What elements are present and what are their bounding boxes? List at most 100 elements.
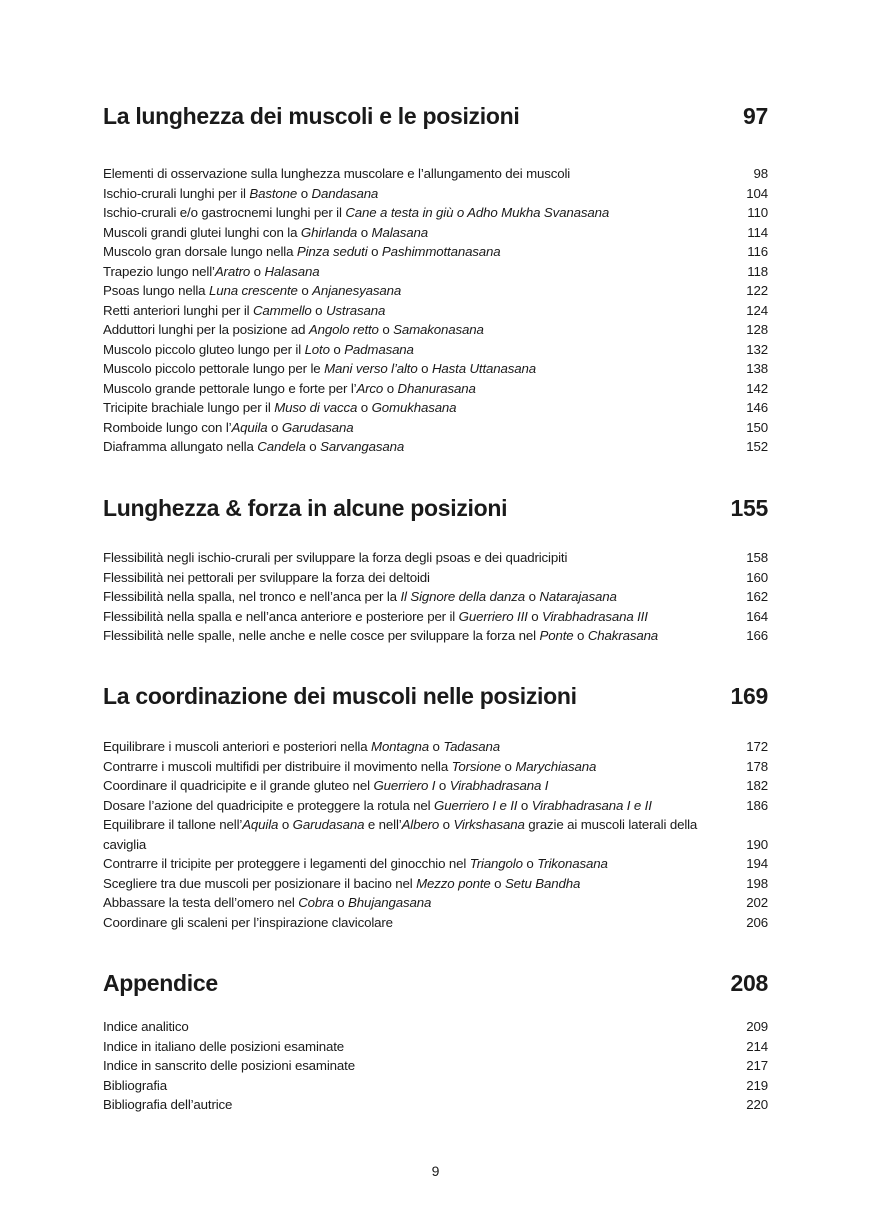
entry-title-italic: Arco	[356, 380, 384, 396]
toc-entry[interactable]: Diaframma allungato nella Candela o Sarv…	[103, 437, 768, 457]
entry-title: Trapezio lungo nell’Aratro o Halasana	[103, 262, 320, 282]
entry-title-italic: Bhujangasana	[348, 895, 432, 910]
toc-entry[interactable]: Adduttori lunghi per la posizione ad Ang…	[103, 320, 768, 340]
entry-title-text: o	[357, 400, 372, 415]
entry-title-italic: Padmasana	[344, 341, 414, 357]
toc-entry[interactable]: Ischio-crurali e/o gastrocnemi lunghi pe…	[103, 203, 768, 223]
entry-title-text: Contrarre i muscoli multifidi per distri…	[103, 758, 452, 774]
toc-entry[interactable]: Indice in sanscrito delle posizioni esam…	[103, 1056, 768, 1076]
toc-entry[interactable]: Psoas lungo nella Luna crescente o Anjan…	[103, 281, 768, 301]
entry-title-italic: Aquila	[231, 419, 268, 435]
toc-entry[interactable]: Dosare l’azione del quadricipite e prote…	[103, 796, 768, 816]
toc-entry[interactable]: Flessibilità nei pettorali per sviluppar…	[103, 568, 768, 588]
entry-title-italic: Guerriero I e II	[434, 797, 518, 813]
entry-title: Indice analitico	[103, 1017, 189, 1037]
toc-entry[interactable]: Indice analitico 209	[103, 1017, 768, 1037]
entry-page: 214	[746, 1038, 768, 1054]
entry-page: 124	[746, 302, 768, 318]
entry-title-text: o	[278, 817, 293, 832]
toc-entry[interactable]: Trapezio lungo nell’Aratro o Halasana 118	[103, 262, 768, 282]
entry-page: 217	[746, 1058, 768, 1073]
entry-page: 138	[746, 361, 768, 376]
entry-title-text: Indice analitico	[103, 1019, 189, 1034]
entry-title: Muscolo grande pettorale lungo e forte p…	[103, 379, 476, 399]
toc-entry[interactable]: Coordinare il quadricipite e il grande g…	[103, 776, 768, 796]
toc-entry[interactable]: Romboide lungo con l’Aquila o Garudasana…	[103, 418, 768, 438]
entry-title-text: Indice in sanscrito delle posizioni esam…	[103, 1058, 355, 1073]
entry-page: 128	[746, 322, 768, 337]
entry-list: Elementi di osservazione sulla lunghezza…	[103, 164, 768, 457]
entry-title-text: o	[383, 380, 398, 396]
entry-title: Scegliere tra due muscoli per posizionar…	[103, 874, 580, 894]
entry-title: Contrarre i muscoli multifidi per distri…	[103, 757, 596, 777]
toc-entry[interactable]: Muscolo piccolo gluteo lungo per il Loto…	[103, 340, 768, 360]
toc-entry[interactable]: Coordinare gli scaleni per l’inspirazion…	[103, 913, 768, 933]
entry-title-italic: Muso di vacca	[274, 400, 358, 415]
toc-entry[interactable]: Scegliere tra due muscoli per posizionar…	[103, 874, 768, 894]
entry-title-text: Elementi di osservazione sulla lunghezza…	[103, 166, 571, 181]
toc-entry[interactable]: Flessibilità negli ischio-crurali per sv…	[103, 548, 768, 568]
toc-entry[interactable]: Tricipite brachiale lungo per il Muso di…	[103, 398, 768, 418]
entry-title: Tricipite brachiale lungo per il Muso di…	[103, 398, 457, 418]
entry-title: Flessibilità nella spalla, nel tronco e …	[103, 587, 617, 607]
toc-entry[interactable]: Elementi di osservazione sulla lunghezza…	[103, 164, 768, 184]
entry-title: Diaframma allungato nella Candela o Sarv…	[103, 437, 404, 457]
entry-title-text: o	[490, 875, 505, 891]
entry-title-italic: Samakonasana	[393, 322, 484, 337]
toc-entry[interactable]: Flessibilità nelle spalle, nelle anche e…	[103, 626, 768, 646]
entry-title-text: Retti anteriori lunghi per il	[103, 302, 253, 318]
entry-title-italic: Aratro	[214, 263, 251, 279]
section-heading: Lunghezza & forza in alcune posizioni 15…	[103, 495, 768, 525]
entry-title-text: o	[378, 322, 394, 337]
toc-section-appendix: Appendice 208 Indice analitico 209 Indice …	[103, 970, 768, 1112]
toc-entry[interactable]: Contrarre il tricipite per proteggere i …	[103, 854, 768, 874]
entry-title-text: o	[417, 361, 432, 376]
entry-page: 164	[746, 608, 768, 624]
toc-entry[interactable]: Ischio-crurali lunghi per il Bastone o D…	[103, 184, 768, 204]
toc-entry[interactable]: Bibliografia dell’autrice 220	[103, 1095, 768, 1115]
entry-list: Flessibilità negli ischio-crurali per sv…	[103, 548, 768, 646]
toc-entry[interactable]: Flessibilità nella spalla e nell’anca an…	[103, 607, 768, 627]
toc-entry[interactable]: Equilibrare il tallone nell’Aquila o Gar…	[103, 815, 768, 854]
entry-title: Elementi di osservazione sulla lunghezza…	[103, 164, 570, 184]
entry-title: Ischio-crurali e/o gastrocnemi lunghi pe…	[103, 203, 609, 223]
entry-title: Adduttori lunghi per la posizione ad Ang…	[103, 320, 484, 340]
toc-entry[interactable]: Muscolo grande pettorale lungo e forte p…	[103, 379, 768, 399]
entry-title-text: Muscolo piccolo gluteo lungo per il	[103, 341, 305, 357]
entry-title-text: grazie ai muscoli laterali della cavigli…	[103, 817, 698, 852]
entry-title-italic: Setu Bandha	[504, 875, 581, 891]
entry-title: Indice in italiano delle posizioni esami…	[103, 1037, 344, 1057]
entry-title-italic: Tadasana	[443, 739, 501, 754]
entry-title: Romboide lungo con l’Aquila o Garudasana	[103, 418, 354, 438]
entry-page: 114	[747, 224, 768, 240]
toc-entry[interactable]: Muscolo piccolo pettorale lungo per le M…	[103, 359, 768, 379]
entry-title: Muscolo piccolo gluteo lungo per il Loto…	[103, 340, 414, 360]
toc-entry[interactable]: Retti anteriori lunghi per il Cammello o…	[103, 301, 768, 321]
entry-title-text: Ischio-crurali lunghi per il	[103, 185, 250, 201]
entry-title-text: o	[435, 778, 450, 793]
section-page: 169	[730, 683, 769, 709]
entry-title: Ischio-crurali lunghi per il Bastone o D…	[103, 184, 378, 204]
toc-entry[interactable]: Equilibrare i muscoli anteriori e poster…	[103, 737, 768, 757]
entry-title-italic: Candela	[257, 439, 306, 454]
toc-entry[interactable]: Flessibilità nella spalla, nel tronco e …	[103, 587, 768, 607]
toc-entry[interactable]: Contrarre i muscoli multifidi per distri…	[103, 757, 768, 777]
entry-title-text: Flessibilità nelle spalle, nelle anche e…	[103, 628, 540, 643]
toc-entry[interactable]: Indice in italiano delle posizioni esami…	[103, 1037, 768, 1057]
toc-entry[interactable]: Muscolo gran dorsale lungo nella Pinza s…	[103, 242, 768, 262]
entry-page: 158	[746, 550, 768, 565]
entry-title-italic: Guerriero I	[373, 778, 436, 793]
toc-entry[interactable]: Bibliografia 219	[103, 1076, 768, 1096]
entry-list: Indice analitico 209 Indice in italiano de…	[103, 1017, 768, 1115]
toc-entry[interactable]: Muscoli grandi glutei lunghi con la Ghir…	[103, 223, 768, 243]
entry-page: 142	[746, 380, 768, 396]
entry-title-text: o	[329, 341, 345, 357]
entry-title-italic: Trikonasana	[537, 856, 608, 871]
entry-title-italic: Ghirlanda	[300, 224, 358, 240]
entry-title: Equilibrare i muscoli anteriori e poster…	[103, 737, 500, 757]
entry-title-text: o	[305, 439, 321, 454]
entry-title: Indice in sanscrito delle posizioni esam…	[103, 1056, 355, 1076]
entry-title-italic: Cane a testa in giù o Adho Mukha Svanasa…	[345, 205, 610, 220]
toc-entry[interactable]: Abbassare la testa dell’omero nel Cobra …	[103, 893, 768, 913]
entry-page: 104	[746, 185, 768, 201]
